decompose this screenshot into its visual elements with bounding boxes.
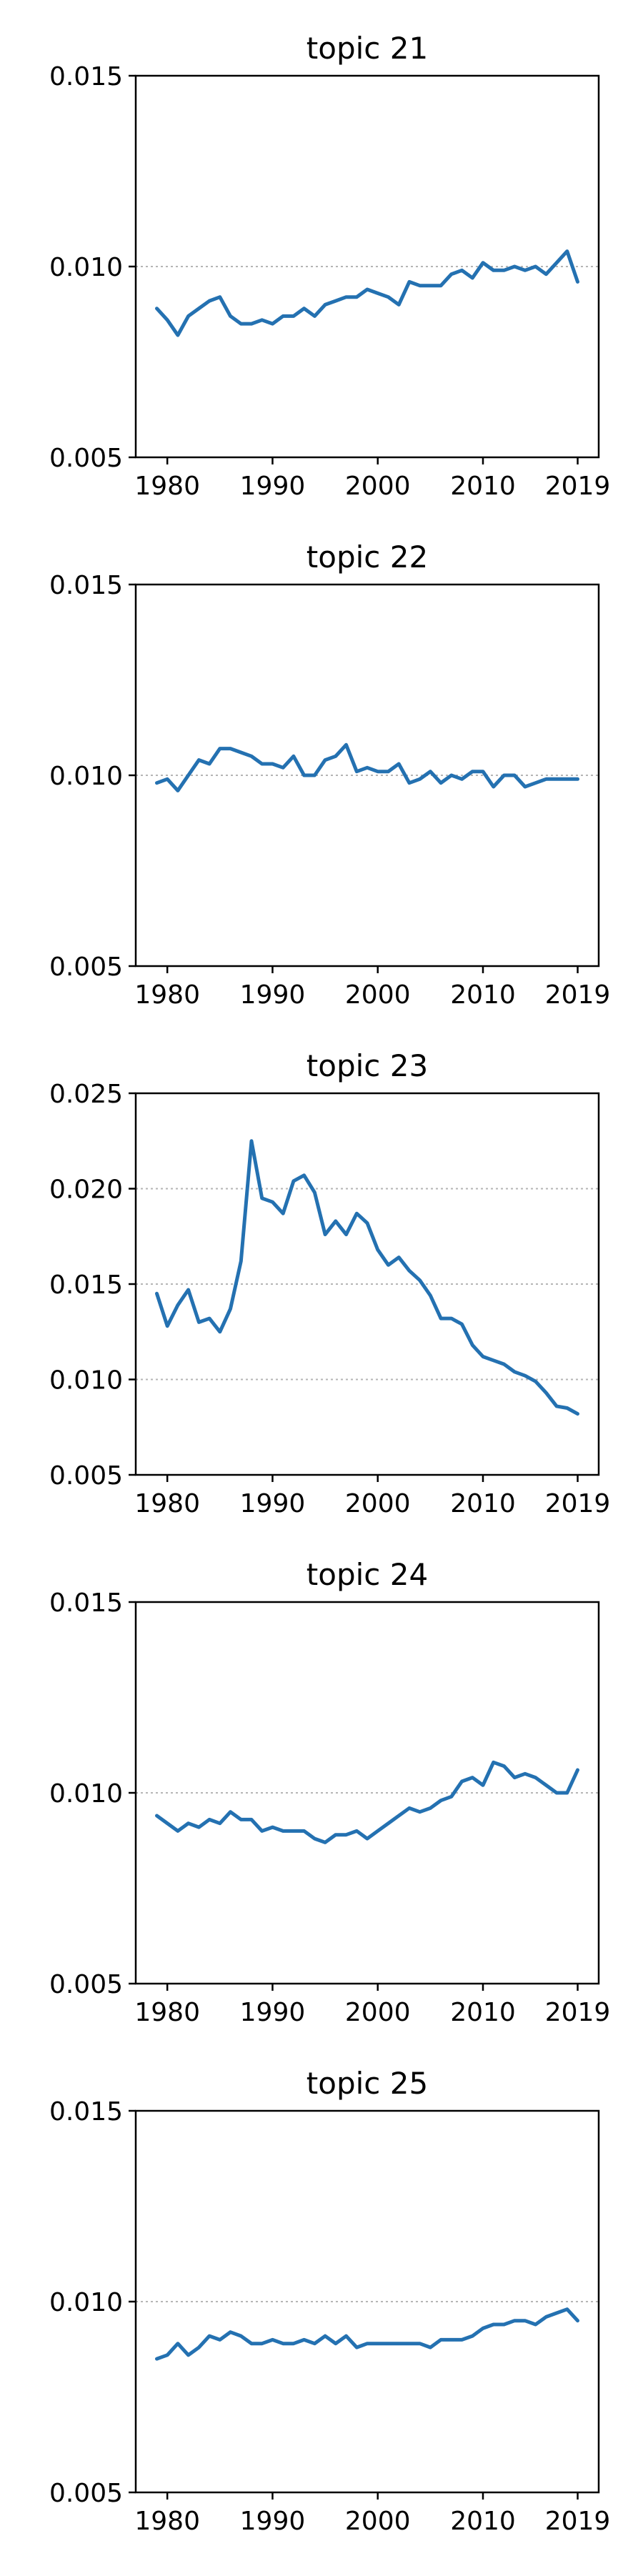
chart-panel: topic 22 0.005 0.010 0.015 1980 1990 2000 2010 2… (49, 539, 610, 1010)
x-tick-label: 2019 (545, 2507, 611, 2536)
x-tick-label: 2019 (545, 980, 611, 1010)
y-tick-label: 0.010 (49, 2288, 123, 2317)
x-tick-label: 2010 (450, 1489, 516, 1518)
x-tick-label: 1980 (134, 1489, 200, 1518)
x-tick-label: 2019 (545, 472, 611, 501)
x-tick-label: 2000 (345, 472, 411, 501)
chart-title: topic 21 (306, 31, 428, 66)
y-tick-label: 0.025 (49, 1080, 123, 1109)
y-tick-label: 0.005 (49, 1461, 123, 1491)
x-tick-label: 1980 (134, 2507, 200, 2536)
y-tick-label: 0.020 (49, 1175, 123, 1205)
y-tick-label: 0.005 (49, 2479, 123, 2508)
y-tick-label: 0.015 (49, 1270, 123, 1300)
y-tick-label: 0.010 (49, 253, 123, 282)
chart-title: topic 23 (306, 1048, 428, 1083)
x-tick-label: 1980 (134, 980, 200, 1010)
y-tick-label: 0.010 (49, 1779, 123, 1809)
chart-title: topic 22 (306, 539, 428, 575)
chart-title: topic 24 (306, 1557, 428, 1592)
series-line (155, 742, 579, 792)
chart-title: topic 25 (306, 2066, 428, 2101)
x-tick-label: 2000 (345, 980, 411, 1010)
x-tick-label: 2019 (545, 1489, 611, 1518)
x-tick-label: 2000 (345, 1489, 411, 1518)
x-tick-label: 2000 (345, 2507, 411, 2536)
x-tick-label: 2010 (450, 980, 516, 1010)
y-tick-label: 0.015 (49, 62, 123, 91)
series-line (155, 1139, 579, 1416)
y-tick-label: 0.005 (49, 1970, 123, 1999)
chart-panel: topic 21 0.005 0.010 0.015 1980 1990 2000 2010 2… (49, 31, 610, 501)
y-tick-label: 0.005 (49, 953, 123, 982)
x-tick-label: 1990 (240, 980, 306, 1010)
x-tick-label: 2010 (450, 472, 516, 501)
x-tick-label: 1980 (134, 472, 200, 501)
x-tick-label: 1990 (240, 1998, 306, 2027)
series-line (155, 2307, 579, 2361)
y-tick-label: 0.005 (49, 444, 123, 473)
x-tick-label: 2019 (545, 1998, 611, 2027)
x-tick-label: 1990 (240, 472, 306, 501)
x-tick-label: 2010 (450, 2507, 516, 2536)
x-tick-label: 1990 (240, 2507, 306, 2536)
y-tick-label: 0.015 (49, 2097, 123, 2127)
series-line (155, 1760, 579, 1844)
y-tick-label: 0.015 (49, 1588, 123, 1618)
y-tick-label: 0.015 (49, 571, 123, 600)
y-tick-label: 0.010 (49, 762, 123, 791)
series-line (155, 249, 579, 337)
y-tick-label: 0.010 (49, 1366, 123, 1396)
chart-panel: topic 24 0.005 0.010 0.015 1980 1990 2000 2010 2… (49, 1557, 610, 2027)
x-tick-label: 1990 (240, 1489, 306, 1518)
chart-panel: topic 25 0.005 0.010 0.015 1980 1990 2000 2010 2… (49, 2066, 610, 2536)
x-tick-label: 2000 (345, 1998, 411, 2027)
x-tick-label: 2010 (450, 1998, 516, 2027)
x-tick-label: 1980 (134, 1998, 200, 2027)
chart-panel: topic 23 0.005 0.010 0.015 0.020 0.025 1980 199… (49, 1048, 610, 1518)
